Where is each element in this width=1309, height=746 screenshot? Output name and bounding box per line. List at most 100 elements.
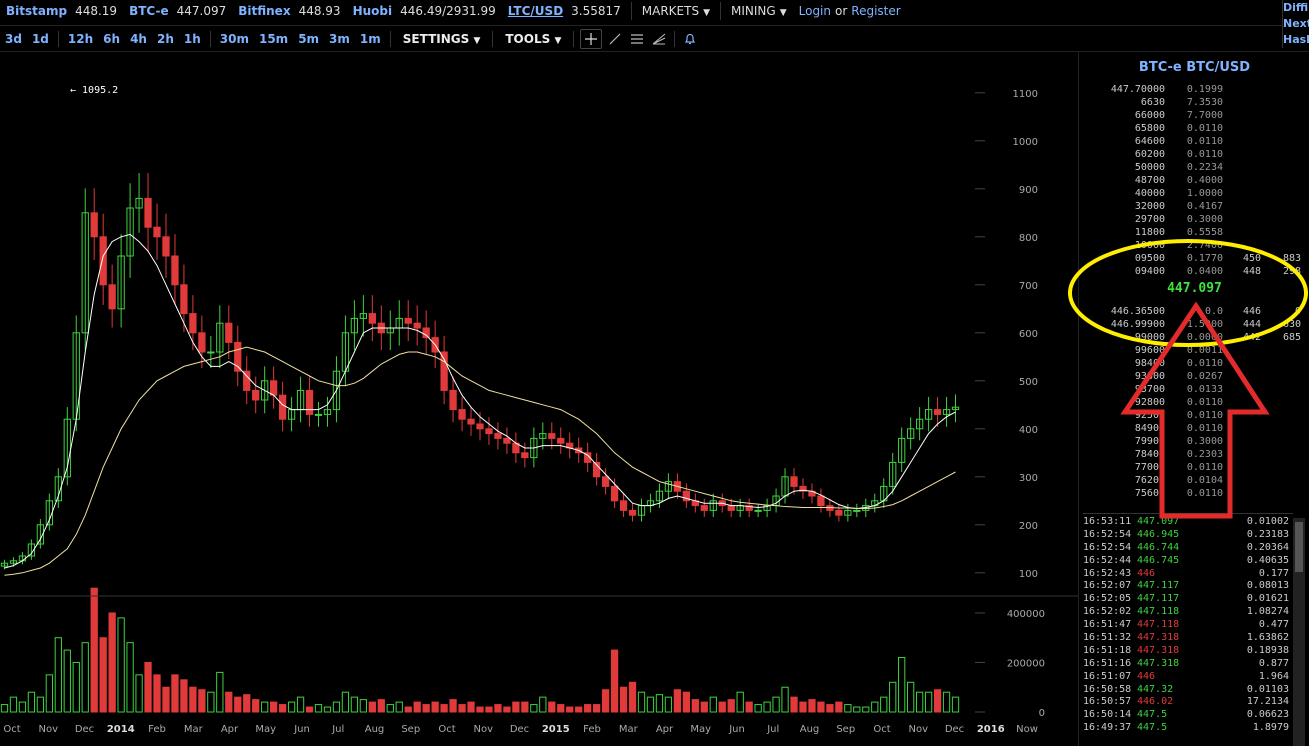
trade-amount: 1.8979 (1252, 722, 1289, 734)
volume-bar (54, 637, 62, 713)
orderbook-cell: 630 (1282, 319, 1301, 330)
orderbook-row[interactable]: 11800 0.5558 (1083, 226, 1305, 239)
volume-bar (216, 671, 224, 713)
volume-bar (90, 587, 98, 713)
orderbook-row[interactable]: 48700 0.4000 (1083, 174, 1305, 187)
orderbook-row[interactable]: 84900 0.0110 (1083, 422, 1305, 435)
orderbook-row[interactable]: 447.70000 0.1999 (1083, 83, 1305, 96)
orderbook-row[interactable]: 65800 0.0110 (1083, 122, 1305, 135)
trade-amount: 0.477 (1258, 619, 1289, 631)
orderbook-row[interactable]: 99600 0.0011 (1083, 344, 1305, 357)
trade-amount: 17.2134 (1246, 696, 1289, 708)
orderbook-cell: 442 (1242, 332, 1261, 343)
scroll-thumb[interactable] (1295, 522, 1303, 572)
tools-menu[interactable]: TOOLS ▼ (497, 32, 569, 46)
orderbook-cell: 60200 (1134, 149, 1165, 160)
orderbook-row[interactable]: 50000 0.2234 (1083, 161, 1305, 174)
orderbook-cell (1261, 357, 1301, 370)
corner-hash[interactable]: Hash (1283, 33, 1309, 46)
x-tick-label: Mar (619, 724, 639, 735)
trades-scrollbar[interactable] (1293, 518, 1305, 746)
orderbook-row[interactable]: 78400 0.2303 (1083, 448, 1305, 461)
candle-body (90, 212, 98, 238)
fan-icon[interactable] (648, 29, 670, 49)
orderbook-cell: 0.0110 (1186, 136, 1223, 147)
orderbook-row[interactable]: 446.36500 0.0 446 0 (1083, 305, 1305, 318)
caret-down-icon: ▼ (554, 35, 562, 46)
period-3d[interactable]: 3d (5, 31, 22, 46)
candle-body (933, 409, 942, 415)
orderbook-row[interactable]: 60200 0.0110 (1083, 148, 1305, 161)
candle-body (189, 313, 197, 334)
period-1h[interactable]: 1h (183, 31, 201, 46)
period-3m[interactable]: 3m (329, 31, 350, 46)
x-tick-label: Aug (800, 724, 820, 735)
orderbook-row[interactable]: 98400 0.0110 (1083, 357, 1305, 370)
volume-bar (584, 704, 592, 713)
period-5m[interactable]: 5m (298, 31, 320, 46)
orderbook-cell: 0.5558 (1186, 227, 1223, 238)
market-btce[interactable]: BTC-e 447.097 (123, 4, 232, 18)
orderbook-row[interactable]: 40000 1.0000 (1083, 187, 1305, 200)
orderbook-row[interactable]: 09400 0.0400 448 298 (1083, 265, 1305, 278)
orderbook-row[interactable]: 79900 0.3000 (1083, 435, 1305, 448)
trade-price: 447.118 (1137, 606, 1180, 618)
line-draw-icon[interactable] (604, 29, 626, 49)
candle-body (180, 284, 188, 315)
bell-icon[interactable] (679, 29, 701, 49)
orderbook-row[interactable]: 6630 7.3530 (1083, 96, 1305, 109)
orderbook-row[interactable]: 99000 0.0000 442 685 (1083, 331, 1305, 344)
market-bitstamp[interactable]: Bitstamp 448.19 (0, 4, 123, 18)
crosshair-icon[interactable] (580, 28, 603, 49)
market-huobi[interactable]: Huobi 446.49/2931.99 (347, 4, 502, 18)
orderbook-row[interactable]: 446.99900 1.5000 444 630 (1083, 318, 1305, 331)
settings-menu[interactable]: SETTINGS ▼ (395, 32, 489, 46)
period-15m[interactable]: 15m (258, 31, 289, 46)
market-bitfinex[interactable]: Bitfinex 448.93 (232, 4, 346, 18)
mining-menu[interactable]: MINING ▼ (725, 4, 793, 18)
orderbook-row[interactable]: 92800 0.0110 (1083, 396, 1305, 409)
login-link[interactable]: Login (798, 4, 831, 18)
period-1d[interactable]: 1d (31, 31, 49, 46)
volume-bar (826, 704, 834, 713)
orderbook-row[interactable]: 93800 0.0267 (1083, 370, 1305, 383)
trade-row: 16:50:58 447.32 0.01103 (1083, 684, 1293, 697)
orderbook-row[interactable]: 66000 7.7000 (1083, 109, 1305, 122)
orderbook-row[interactable]: 77000 0.0110 (1083, 461, 1305, 474)
price-chart[interactable]: 1100 1000 900 800 700 600 500 400 300 200 100 4000… (0, 52, 1078, 746)
horizontal-lines-icon[interactable] (626, 29, 648, 49)
volume-bar (440, 704, 448, 713)
corner-difficulty[interactable]: Diffi (1283, 1, 1309, 14)
x-tick-label: 2014 (107, 724, 135, 735)
orderbook-row[interactable]: 64600 0.0110 (1083, 135, 1305, 148)
period-4h[interactable]: 4h (130, 31, 147, 46)
volume-bar (81, 642, 89, 713)
trade-row: 16:51:07 446 1.964 (1083, 671, 1293, 684)
orderbook-row[interactable]: 92500 0.0110 (1083, 409, 1305, 422)
period-1m[interactable]: 1m (359, 31, 381, 46)
period-30m[interactable]: 30m (219, 31, 249, 46)
orderbook-row[interactable]: 32000 0.4167 (1083, 200, 1305, 213)
orderbook-row[interactable]: 75600 0.0110 (1083, 487, 1305, 500)
x-tick-label: Nov (473, 724, 493, 735)
markets-menu[interactable]: MARKETS ▼ (636, 4, 716, 18)
orderbook-row[interactable]: 09500 0.1770 450 883 (1083, 252, 1305, 265)
corner-next[interactable]: Next (1283, 17, 1309, 30)
trade-price: 446.745 (1137, 554, 1180, 566)
orderbook-row[interactable]: 93700 0.0133 (1083, 383, 1305, 396)
volume-bar (278, 704, 287, 713)
trade-row: 16:53:11 447.097 0.01002 (1083, 516, 1293, 529)
orderbook-cell: 0.0133 (1186, 384, 1223, 395)
register-link[interactable]: Register (851, 4, 901, 18)
period-12h[interactable]: 12h (67, 31, 94, 46)
settings-label: SETTINGS (402, 31, 470, 46)
market-ltc-usd[interactable]: LTC/USD 3.55817 (502, 4, 627, 18)
period-2h[interactable]: 2h (156, 31, 174, 46)
period-6h[interactable]: 6h (103, 31, 121, 46)
candle-body (162, 236, 170, 257)
orderbook-row[interactable]: 29700 0.3000 (1083, 213, 1305, 226)
volume-bar (270, 701, 278, 713)
y-tick-label: 800 (1019, 233, 1038, 244)
orderbook-row[interactable]: 76200 0.0104 (1083, 474, 1305, 487)
orderbook-row[interactable]: 10000 2.7400 (1083, 239, 1305, 252)
